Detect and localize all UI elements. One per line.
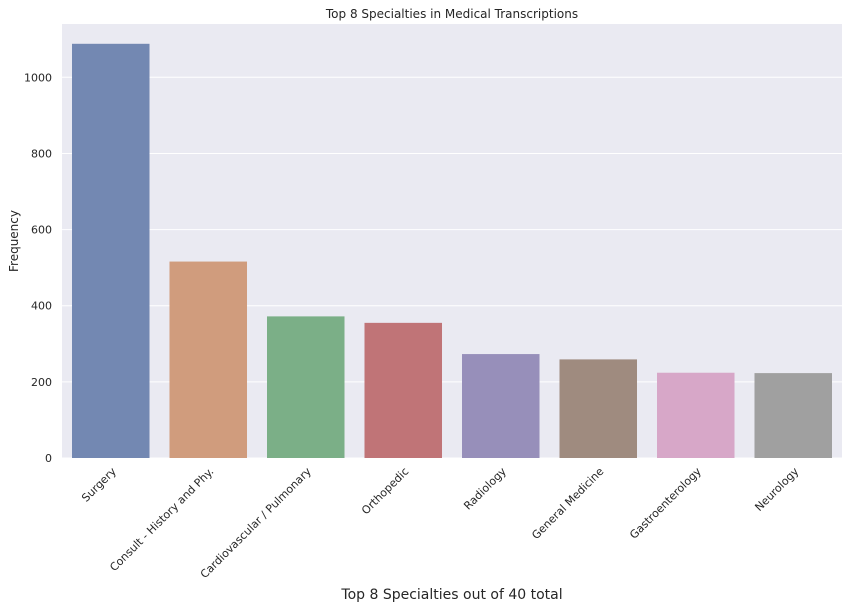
y-tick-label: 1000 <box>24 71 52 84</box>
x-tick-label: Surgery <box>79 465 119 505</box>
x-tick-label: Orthopedic <box>359 465 411 517</box>
y-tick-label: 600 <box>31 224 52 237</box>
y-axis-ticks: 0 200 400 600 800 1000 <box>24 71 52 465</box>
bars <box>71 43 833 459</box>
bar-surgery <box>71 43 150 459</box>
x-tick-label: Cardiovascular / Pulmonary <box>198 465 314 581</box>
chart-title: Top 8 Specialties in Medical Transcripti… <box>325 7 578 21</box>
y-tick-label: 800 <box>31 147 52 160</box>
x-axis-label: Top 8 Specialties out of 40 total <box>340 587 562 603</box>
y-axis-label: Frequency <box>7 210 21 272</box>
y-tick-label: 0 <box>45 452 52 465</box>
x-tick-label: Radiology <box>461 465 509 513</box>
bar-cardiovascular-pulmonary <box>266 316 345 458</box>
bar-general-medicine <box>559 359 638 458</box>
y-tick-label: 400 <box>31 300 52 313</box>
x-tick-label: Neurology <box>752 465 801 514</box>
bar-radiology <box>461 354 540 458</box>
bar-consult-history-and-phy <box>169 261 248 458</box>
y-tick-label: 200 <box>31 376 52 389</box>
bar-gastroenterology <box>656 372 735 458</box>
bar-orthopedic <box>364 322 443 458</box>
x-tick-label: Consult - History and Phy. <box>107 465 216 574</box>
x-tick-label: General Medicine <box>529 465 606 542</box>
x-tick-label: Gastroenterology <box>627 465 704 542</box>
bar-neurology <box>754 373 833 458</box>
